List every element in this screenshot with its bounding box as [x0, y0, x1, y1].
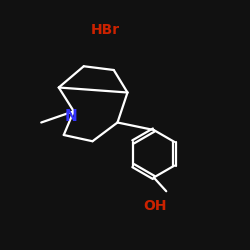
Text: N: N	[65, 109, 78, 124]
Text: OH: OH	[143, 199, 167, 213]
Text: HBr: HBr	[90, 23, 120, 37]
